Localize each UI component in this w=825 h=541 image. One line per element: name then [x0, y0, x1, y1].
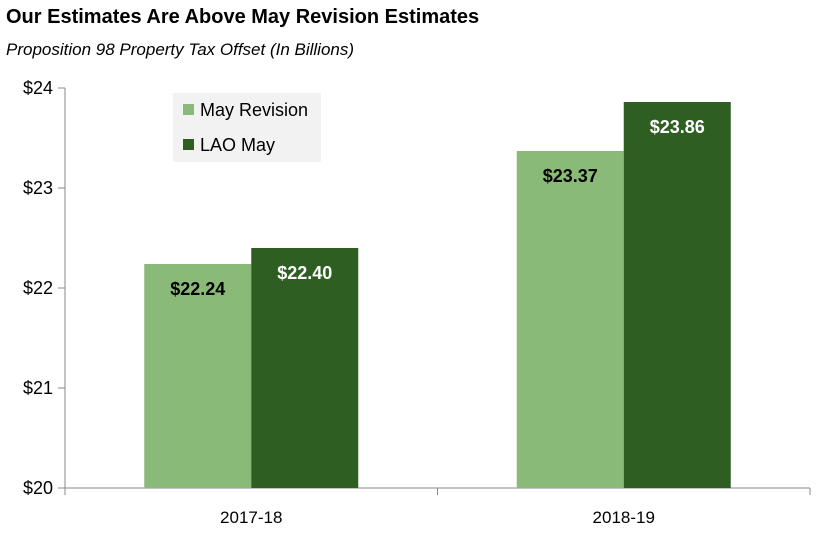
y-tick-label: $23: [23, 178, 53, 198]
x-tick-label: 2018-19: [593, 508, 655, 527]
data-label: $22.24: [170, 279, 225, 299]
y-tick-label: $24: [23, 78, 53, 98]
legend-swatch: [183, 104, 194, 115]
bar-may-revision: [516, 151, 624, 488]
data-label: $22.40: [277, 263, 332, 283]
y-tick-label: $21: [23, 378, 53, 398]
bar-may-revision: [144, 264, 252, 488]
legend-label: LAO May: [200, 135, 275, 155]
legend: [173, 93, 321, 162]
legend-swatch: [183, 139, 194, 150]
x-tick-label: 2017-18: [220, 508, 282, 527]
bar-lao-may: [251, 248, 359, 488]
chart-title: Our Estimates Are Above May Revision Est…: [6, 6, 480, 28]
data-label: $23.86: [650, 117, 705, 137]
legend-label: May Revision: [200, 100, 308, 120]
bar-lao-may: [623, 102, 731, 488]
chart-subtitle: Proposition 98 Property Tax Offset (In B…: [6, 40, 355, 59]
y-tick-label: $20: [23, 478, 53, 498]
data-label: $23.37: [543, 166, 598, 186]
y-tick-label: $22: [23, 278, 53, 298]
